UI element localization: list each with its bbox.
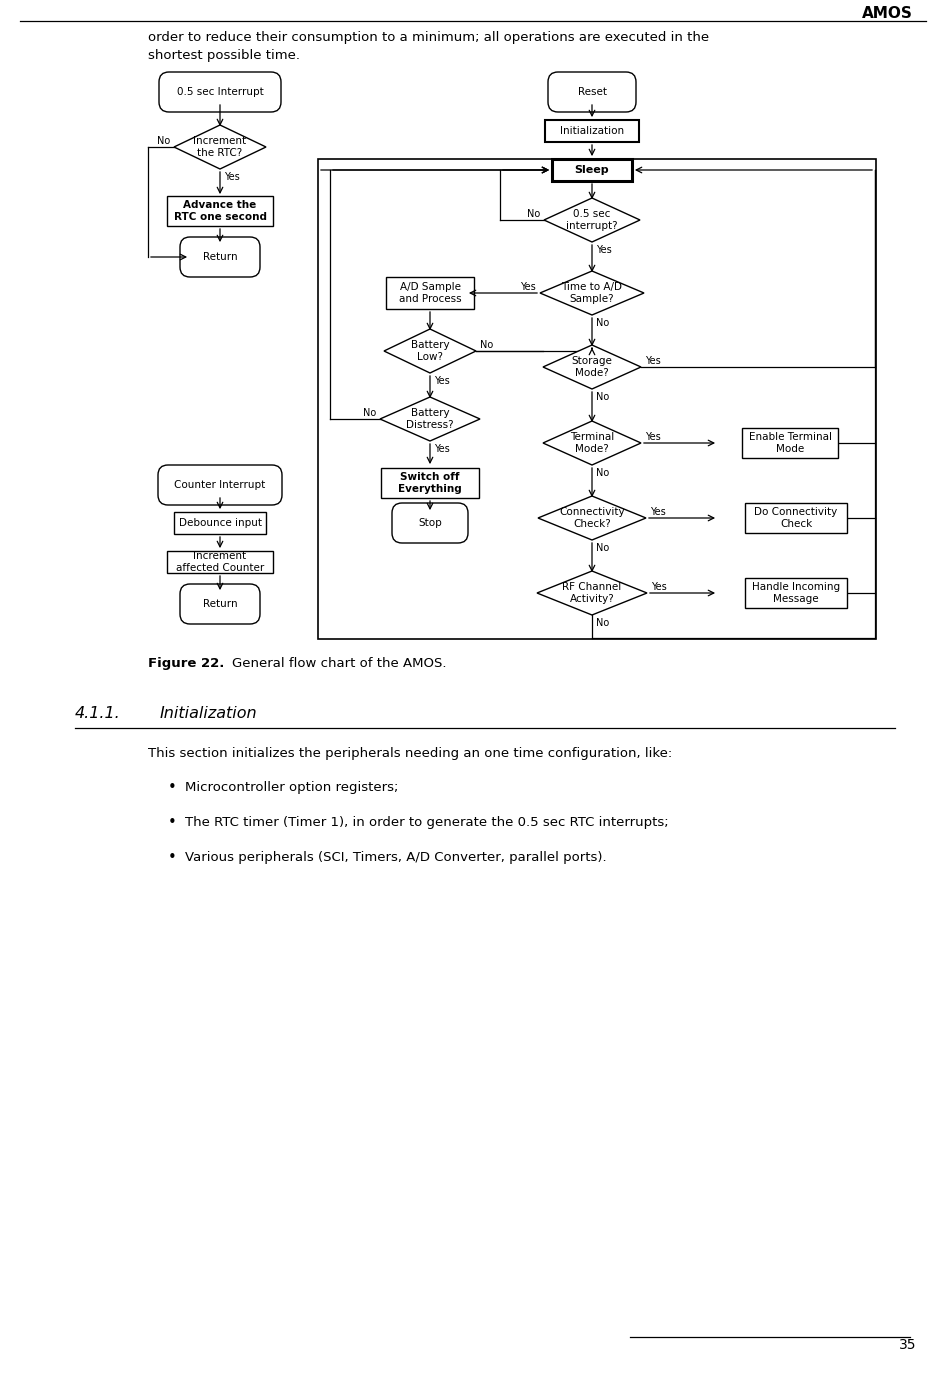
Text: No: No [362, 408, 376, 418]
Polygon shape [174, 125, 266, 169]
Bar [381, 468, 479, 498]
Text: Battery
Distress?: Battery Distress? [406, 408, 454, 430]
FancyBboxPatch shape [548, 72, 636, 111]
Text: Sleep: Sleep [574, 165, 609, 175]
Polygon shape [380, 397, 480, 441]
FancyBboxPatch shape [180, 236, 260, 276]
Text: Microcontroller option registers;: Microcontroller option registers; [185, 781, 398, 793]
Text: 0.5 sec Interrupt: 0.5 sec Interrupt [177, 87, 263, 98]
Text: Stop: Stop [418, 518, 442, 528]
Text: Yes: Yes [645, 356, 660, 366]
Text: Yes: Yes [224, 172, 239, 182]
Text: Yes: Yes [520, 282, 536, 292]
Text: Return: Return [202, 252, 237, 263]
Text: No: No [480, 340, 493, 351]
Text: RF Channel
Activity?: RF Channel Activity? [562, 582, 622, 604]
Text: Yes: Yes [650, 507, 666, 517]
Text: •: • [167, 780, 176, 795]
Polygon shape [384, 329, 476, 373]
Bar [552, 160, 632, 182]
Text: AMOS: AMOS [862, 6, 913, 21]
Text: No: No [596, 468, 609, 478]
Text: Counter Interrupt: Counter Interrupt [174, 480, 266, 489]
Text: Advance the
RTC one second: Advance the RTC one second [173, 201, 267, 221]
Text: order to reduce their consumption to a minimum; all operations are executed in t: order to reduce their consumption to a m… [148, 30, 710, 44]
Polygon shape [537, 571, 647, 615]
Text: Yes: Yes [434, 375, 449, 386]
Text: Yes: Yes [645, 432, 660, 441]
Text: •: • [167, 850, 176, 865]
Text: Switch off
Everything: Switch off Everything [398, 472, 462, 494]
Text: 0.5 sec
interrupt?: 0.5 sec interrupt? [567, 209, 618, 231]
Text: Increment
the RTC?: Increment the RTC? [193, 136, 247, 158]
Text: This section initializes the peripherals needing an one time configuration, like: This section initializes the peripherals… [148, 747, 673, 759]
Bar [545, 120, 639, 142]
Text: No: No [527, 209, 540, 219]
Bar [167, 551, 273, 573]
Text: No: No [596, 318, 609, 329]
FancyBboxPatch shape [392, 503, 468, 543]
Text: A/D Sample
and Process: A/D Sample and Process [398, 282, 462, 304]
Text: Return: Return [202, 600, 237, 609]
FancyBboxPatch shape [180, 584, 260, 624]
Text: 35: 35 [899, 1338, 916, 1352]
Text: Battery
Low?: Battery Low? [411, 340, 449, 362]
Bar [745, 578, 847, 608]
Text: Do Connectivity
Check: Do Connectivity Check [754, 507, 837, 529]
Text: Yes: Yes [434, 444, 449, 454]
Text: General flow chart of the AMOS.: General flow chart of the AMOS. [232, 656, 447, 670]
Text: Reset: Reset [577, 87, 606, 98]
Polygon shape [538, 496, 646, 540]
Text: The RTC timer (Timer 1), in order to generate the 0.5 sec RTC interrupts;: The RTC timer (Timer 1), in order to gen… [185, 815, 669, 829]
Text: Yes: Yes [651, 582, 667, 593]
Text: Yes: Yes [596, 245, 612, 254]
Text: Terminal
Mode?: Terminal Mode? [569, 432, 614, 454]
Text: No: No [596, 392, 609, 401]
Text: No: No [157, 136, 170, 146]
Bar [745, 503, 847, 534]
Text: Increment
affected Counter: Increment affected Counter [176, 551, 264, 573]
Text: Connectivity
Check?: Connectivity Check? [559, 507, 624, 529]
Polygon shape [543, 345, 641, 389]
Text: Handle Incoming
Message: Handle Incoming Message [752, 582, 840, 604]
Text: Storage
Mode?: Storage Mode? [571, 356, 612, 378]
Bar [174, 512, 266, 534]
Text: Figure 22.: Figure 22. [148, 656, 224, 670]
Polygon shape [540, 271, 644, 315]
Text: Various peripherals (SCI, Timers, A/D Converter, parallel ports).: Various peripherals (SCI, Timers, A/D Co… [185, 851, 606, 864]
Text: Initialization: Initialization [560, 126, 624, 136]
Text: No: No [596, 617, 609, 628]
Text: shortest possible time.: shortest possible time. [148, 48, 300, 62]
Text: Enable Terminal
Mode: Enable Terminal Mode [748, 432, 832, 454]
Text: 4.1.1.: 4.1.1. [75, 705, 121, 720]
FancyBboxPatch shape [158, 465, 282, 505]
Bar [742, 428, 838, 458]
Text: No: No [596, 543, 609, 553]
FancyBboxPatch shape [159, 72, 281, 111]
Bar [386, 276, 474, 309]
Text: Time to A/D
Sample?: Time to A/D Sample? [562, 282, 622, 304]
Polygon shape [544, 198, 640, 242]
Text: Debounce input: Debounce input [179, 518, 261, 528]
Polygon shape [543, 421, 641, 465]
Bar [318, 160, 876, 639]
Bar [167, 197, 273, 226]
Text: Initialization: Initialization [160, 705, 257, 720]
Text: •: • [167, 814, 176, 829]
